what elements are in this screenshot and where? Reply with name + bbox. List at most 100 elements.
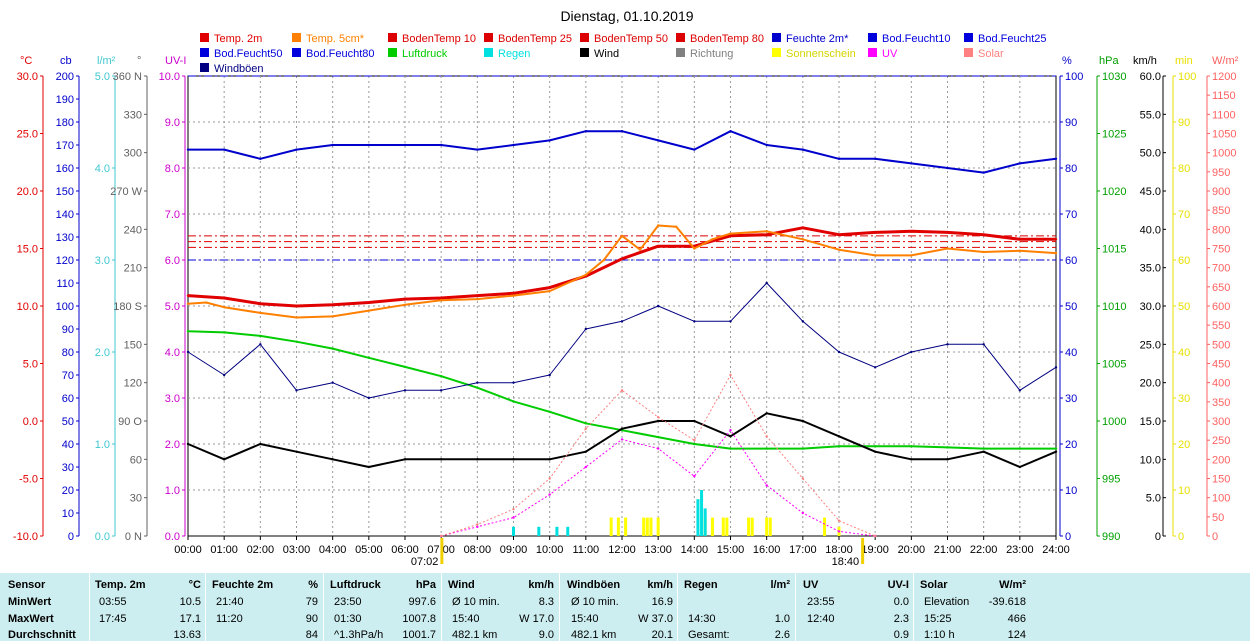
x-tick-label: 19:00	[861, 544, 889, 556]
sunshine-bar	[609, 517, 613, 536]
data-point-windb-en	[656, 304, 660, 308]
data-point-temp-5cm	[946, 247, 949, 250]
legend-swatch-bodentemp-80	[676, 33, 685, 42]
data-point-solar	[439, 534, 443, 538]
data-point-temp-2m	[982, 233, 985, 236]
data-point-feuchte-2m	[584, 130, 588, 133]
y-tick-label-press: 1010	[1102, 301, 1126, 313]
stat-cell-label: 15:40	[571, 613, 599, 625]
x-tick-label: 09:00	[500, 544, 528, 556]
data-point-feuchte-2m	[1018, 162, 1022, 165]
data-point-luftdruck	[946, 446, 949, 449]
stat-cell-label: Gesamt:	[688, 629, 730, 641]
y-tick-label-dir: 240	[124, 224, 142, 236]
data-point-temp-2m	[910, 230, 913, 233]
y-axis-unit-cb: cb	[60, 55, 72, 67]
data-point-windb-en	[403, 389, 407, 392]
data-point-wind	[946, 458, 949, 461]
sunshine-bar	[656, 517, 660, 536]
data-point-wind	[548, 458, 551, 461]
y-tick-label-solar: 800	[1212, 224, 1230, 236]
data-point-wind	[259, 442, 262, 446]
y-tick-label-cb: 170	[56, 140, 74, 152]
legend-swatch-bodentemp-25	[484, 33, 493, 42]
y-tick-label-temp: -5.0	[19, 474, 38, 486]
chart-legend: Temp. 2m Temp. 5cm* BodenTemp 10 BodenTemp …	[200, 33, 1047, 75]
data-point-temp-2m	[873, 231, 877, 234]
data-point-windb-en	[765, 281, 768, 285]
data-point-wind	[656, 419, 660, 423]
stat-cell-value: 8.3	[538, 596, 554, 608]
x-tick-label: 06:00	[391, 544, 419, 556]
y-tick-label-sun: 70	[1178, 209, 1190, 221]
stat-cell-value: 13.63	[173, 629, 201, 641]
data-point-temp-5cm	[476, 297, 479, 301]
x-tick-label: 15:00	[717, 544, 745, 556]
data-point-windb-en	[801, 320, 805, 323]
data-point-windb-en	[476, 381, 479, 384]
y-tick-label-cb: 150	[56, 186, 74, 198]
legend-swatch-solar	[964, 48, 973, 57]
x-tick-label: 10:00	[536, 544, 564, 556]
data-point-feuchte-2m	[476, 148, 479, 151]
stat-header-temp-2m: Temp. 2m	[95, 579, 146, 591]
data-point-windb-en	[331, 381, 334, 384]
data-point-temp-5cm	[602, 258, 606, 262]
x-tick-label: 18:00	[825, 544, 853, 556]
y-tick-label-cb: 100	[56, 301, 74, 313]
data-point-feuchte-2m	[439, 143, 443, 147]
data-point-wind	[439, 458, 443, 461]
data-point-temp-2m	[295, 304, 298, 308]
legend-label-temp-2m: Temp. 2m	[214, 33, 262, 45]
data-point-luftdruck	[331, 347, 334, 350]
stat-cell-value: 997.6	[408, 596, 436, 608]
y-tick-label-hum: 40	[1065, 347, 1077, 359]
data-point-temp-2m	[1054, 238, 1058, 241]
data-point-temp-5cm	[1018, 249, 1022, 252]
data-point-feuchte-2m	[982, 171, 985, 174]
x-tick-label: 01:00	[210, 544, 238, 556]
legend-swatch-bod-feucht10	[868, 33, 877, 42]
stat-header-unit: °C	[188, 579, 201, 591]
data-point-temp-2m	[259, 302, 262, 305]
y-tick-label-wind: 50.0	[1140, 148, 1161, 160]
weather-chart: Dienstag, 01.10.2019 Temp. 2m Temp. 5cm* B…	[13, 8, 1239, 568]
stat-cell-label: 17:45	[99, 613, 127, 625]
y-tick-label-solar: 150	[1212, 474, 1230, 486]
data-point-feuchte-2m	[946, 166, 949, 170]
data-point-wind	[1018, 465, 1022, 469]
stat-header-unit: km/h	[528, 579, 554, 591]
y-axis-unit-temp: °C	[20, 55, 32, 67]
stat-header-feuchte-2m: Feuchte 2m	[212, 579, 274, 591]
x-tick-label: 02:00	[247, 544, 275, 556]
data-point-uv	[476, 525, 479, 528]
data-point-temp-2m	[656, 245, 660, 248]
sunshine-bar	[645, 517, 649, 536]
y-tick-label-cb: 70	[62, 370, 74, 382]
data-point-temp-2m	[729, 234, 732, 238]
y-tick-label-dir: 60	[130, 454, 142, 466]
data-point-temp-5cm	[837, 248, 841, 251]
y-tick-label-dir: 210	[124, 263, 142, 275]
x-tick-label: 12:00	[608, 544, 636, 556]
legend-swatch-wind	[580, 48, 589, 57]
data-point-temp-5cm	[439, 299, 443, 302]
data-point-wind	[512, 458, 515, 461]
data-point-temp-2m	[1018, 238, 1022, 241]
stat-cell-label: ^1.3hPa/h	[334, 629, 384, 641]
x-tick-label: 20:00	[898, 544, 926, 556]
y-tick-label-press: 990	[1102, 531, 1120, 543]
y-tick-label-cb: 20	[62, 485, 74, 497]
legend-label-bod-feucht50: Bod.Feucht50	[214, 48, 283, 60]
y-tick-label-solar: 750	[1212, 244, 1230, 256]
data-point-feuchte-2m	[693, 148, 696, 151]
stat-header-unit: l/m²	[770, 579, 790, 591]
y-tick-label-cb: 120	[56, 255, 74, 267]
x-tick-label: 08:00	[464, 544, 492, 556]
data-point-temp-2m	[837, 233, 841, 236]
y-axis-unit-solar: W/m²	[1212, 55, 1239, 67]
legend-label-wind: Wind	[594, 48, 619, 60]
x-tick-label: 05:00	[355, 544, 383, 556]
x-tick-label: 17:00	[789, 544, 817, 556]
y-tick-label-solar: 1050	[1212, 129, 1236, 141]
